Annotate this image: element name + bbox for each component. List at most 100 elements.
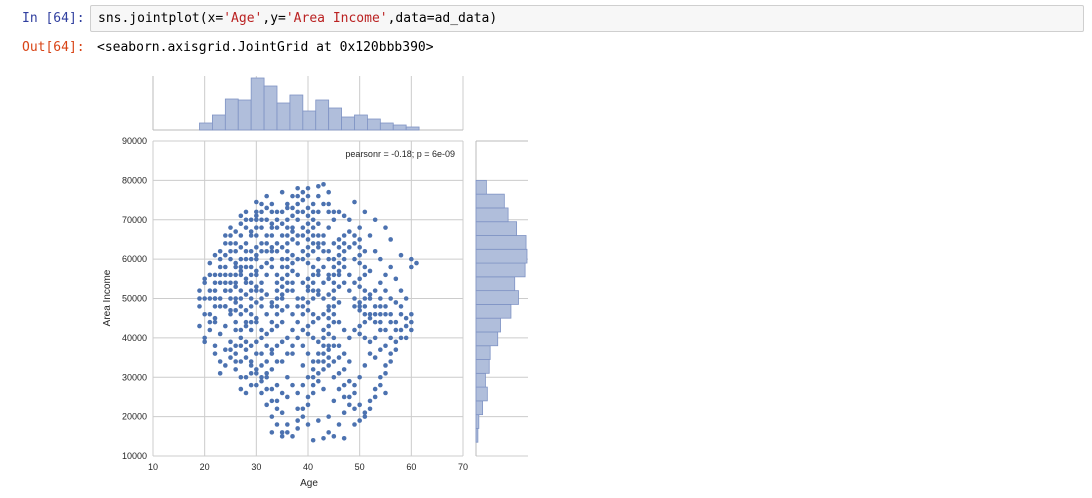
scatter-point: [372, 335, 378, 341]
scatter-point: [243, 225, 249, 230]
scatter-point: [269, 300, 275, 305]
scatter-point: [243, 347, 249, 352]
marginal-x-bar: [341, 116, 355, 131]
scatter-point: [238, 272, 244, 278]
scatter-point: [259, 390, 264, 396]
scatter-point: [248, 343, 254, 349]
scatter-point: [378, 304, 383, 309]
scatter-point: [305, 351, 311, 356]
scatter-point: [217, 296, 223, 301]
marginal-y-bar: [475, 386, 488, 402]
scatter-point: [264, 359, 269, 364]
scatter-point: [279, 189, 285, 195]
scatter-point: [367, 315, 373, 321]
code-input-area[interactable]: sns.jointplot(x='Age',y='Area Income',da…: [90, 5, 1084, 32]
scatter-point: [269, 367, 275, 372]
scatter-point: [197, 323, 202, 329]
scatter-point: [357, 260, 362, 266]
scatter-point: [254, 268, 259, 274]
scatter-point: [243, 217, 249, 223]
marginal-x-bar: [224, 98, 239, 131]
scatter-point: [279, 339, 285, 345]
scatter-point: [279, 209, 285, 215]
scatter-point: [285, 335, 290, 341]
scatter-point: [316, 221, 321, 226]
scatter-point: [326, 363, 331, 368]
scatter-point: [269, 248, 275, 254]
scatter-point: [305, 300, 311, 305]
scatter-point: [254, 288, 259, 293]
marginal-x-bar: [315, 99, 330, 131]
y-tick-label: 50000: [122, 294, 147, 304]
scatter-point: [259, 363, 264, 368]
scatter-point: [388, 296, 393, 301]
scatter-point: [248, 256, 254, 262]
scatter-point: [207, 311, 213, 317]
scatter-point: [295, 406, 300, 412]
scatter-point: [367, 351, 373, 356]
scatter-point: [228, 241, 233, 246]
scatter-point: [300, 304, 306, 309]
marginal-y-bar: [475, 248, 528, 264]
scatter-point: [316, 193, 321, 199]
scatter-point: [310, 437, 316, 443]
scatter-point: [259, 248, 264, 254]
scatter-point: [316, 339, 321, 345]
code-text[interactable]: sns.jointplot(x='Age',y='Area Income',da…: [98, 11, 497, 26]
scatter-point: [285, 225, 290, 230]
scatter-point: [243, 308, 249, 313]
scatter-point: [212, 280, 218, 286]
scatter-point: [290, 343, 295, 349]
scatter-point: [269, 327, 275, 333]
scatter-point: [336, 371, 342, 376]
scatter-point: [259, 374, 264, 380]
scatter-point: [295, 335, 300, 341]
scatter-point: [362, 304, 368, 309]
scatter-point: [233, 272, 238, 278]
scatter-point: [290, 327, 295, 333]
scatter-point: [248, 217, 254, 223]
scatter-point: [228, 280, 233, 286]
scatter-point: [228, 248, 233, 254]
scatter-point: [243, 323, 249, 329]
scatter-point: [398, 252, 404, 258]
scatter-point: [378, 382, 383, 388]
scatter-point: [398, 335, 404, 341]
scatter-point: [362, 288, 368, 293]
scatter-point: [295, 217, 300, 223]
scatter-point: [316, 241, 321, 246]
scatter-point: [212, 288, 218, 293]
scatter-point: [233, 264, 238, 270]
scatter-point: [285, 256, 290, 262]
marginal-x-bar: [392, 124, 407, 131]
scatter-point: [248, 264, 254, 270]
scatter-point: [243, 241, 249, 246]
scatter-point: [264, 292, 269, 297]
scatter-point: [347, 394, 352, 400]
scatter-point: [331, 304, 337, 309]
scatter-point: [326, 323, 331, 329]
scatter-point: [326, 355, 331, 360]
marginal-y-histogram: [475, 179, 528, 443]
scatter-point: [285, 304, 290, 309]
scatter-point: [279, 434, 285, 439]
marginal-x-bar: [367, 118, 381, 131]
scatter-point: [326, 414, 331, 419]
scatter-point: [326, 272, 331, 278]
scatter-point: [305, 276, 311, 282]
scatter-point: [285, 233, 290, 238]
scatter-point: [279, 308, 285, 313]
scatter-point: [409, 327, 414, 333]
scatter-point: [264, 343, 269, 349]
scatter-point: [347, 402, 352, 408]
scatter-point: [300, 225, 306, 230]
scatter-point: [300, 414, 306, 419]
scatter-point: [331, 288, 337, 293]
scatter-point: [393, 347, 399, 352]
scatter-point: [362, 363, 368, 368]
scatter-point: [367, 406, 373, 412]
marginal-y-bar: [475, 317, 501, 333]
scatter-point: [259, 351, 264, 356]
scatter-point: [357, 252, 362, 258]
grid-layer: [152, 76, 528, 457]
